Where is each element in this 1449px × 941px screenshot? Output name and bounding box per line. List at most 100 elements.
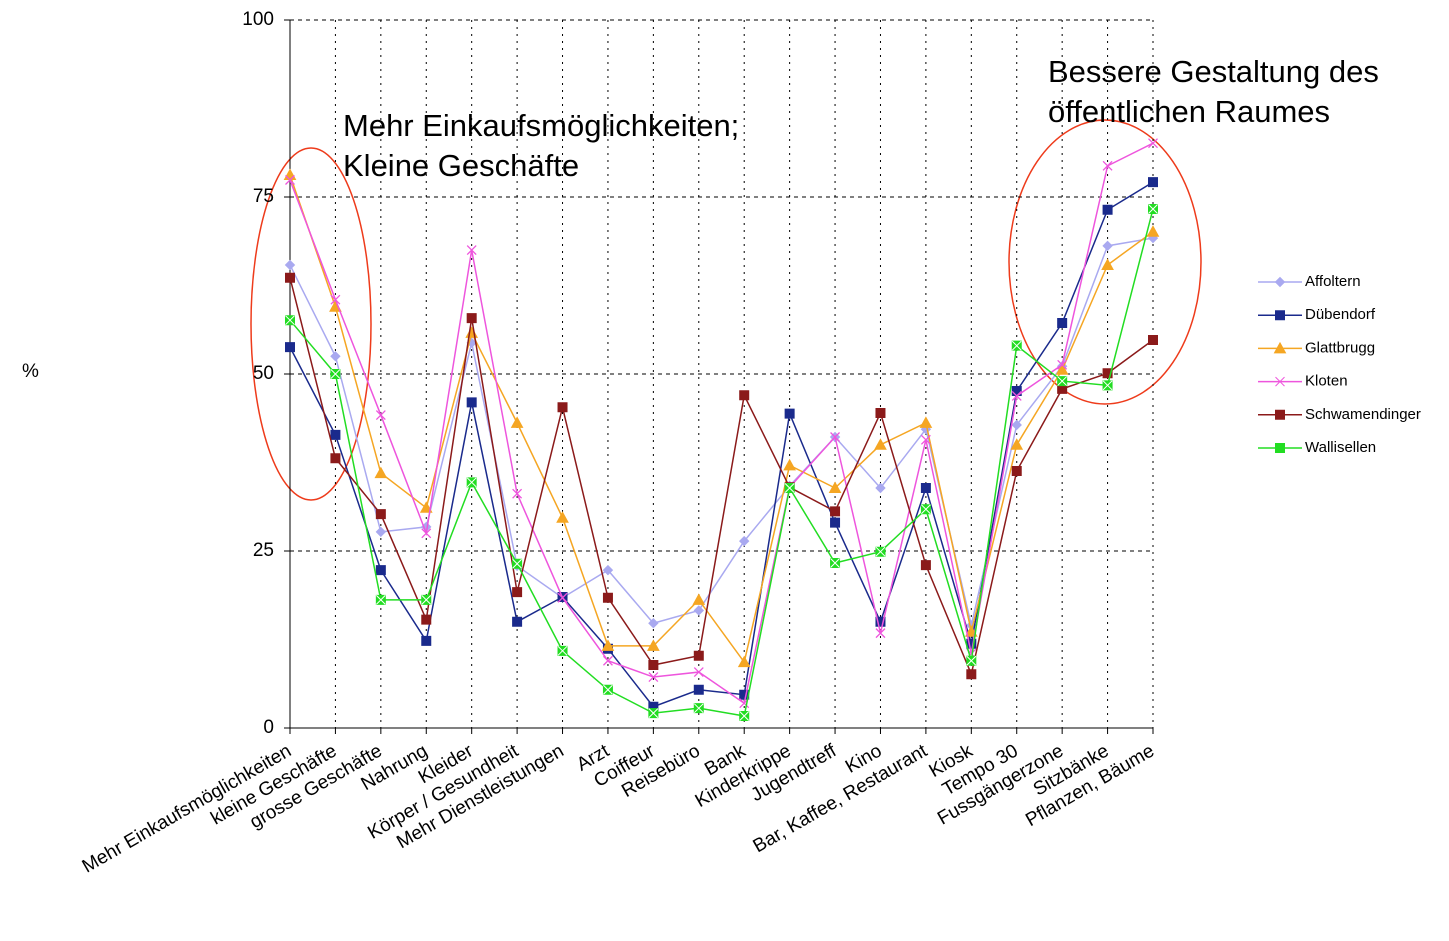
legend-label: Affoltern	[1305, 273, 1361, 290]
data-point-star	[466, 477, 477, 488]
data-point-star	[285, 315, 295, 326]
data-point-star	[739, 711, 750, 721]
legend-marker	[1275, 409, 1285, 420]
data-point-star	[966, 655, 977, 666]
data-point	[693, 650, 704, 661]
data-point	[830, 432, 841, 442]
data-point	[1010, 438, 1024, 450]
series-line	[289, 181, 1154, 708]
data-point-star	[421, 594, 432, 605]
data-point	[601, 639, 615, 651]
data-point	[421, 614, 432, 625]
annotation: Kleine Geschäfte	[343, 148, 579, 183]
highlight-ellipse	[1008, 119, 1202, 405]
data-point-star	[1148, 204, 1158, 214]
data-point	[1057, 359, 1068, 370]
data-point	[693, 684, 704, 695]
data-point	[330, 429, 341, 440]
data-point	[285, 175, 295, 185]
data-point	[557, 592, 568, 603]
data-point	[375, 410, 386, 421]
y-tick-label: 0	[263, 717, 274, 738]
data-point	[964, 625, 978, 637]
data-point	[783, 458, 796, 471]
data-point-star	[1011, 340, 1022, 351]
legend-label: Dübendorf	[1305, 306, 1376, 323]
series-line	[289, 237, 1154, 626]
data-point-star	[557, 645, 568, 656]
data-point-star	[330, 369, 341, 379]
data-point-star	[1057, 376, 1068, 386]
data-point	[556, 511, 569, 523]
data-point	[421, 528, 432, 539]
legend-marker	[1274, 276, 1286, 288]
legend-marker	[1273, 341, 1287, 354]
data-point	[421, 635, 432, 646]
data-point	[692, 593, 706, 605]
data-point	[557, 402, 568, 413]
data-point	[828, 481, 842, 493]
data-point	[330, 453, 341, 464]
data-point	[1148, 138, 1158, 149]
data-point	[1148, 177, 1158, 188]
data-point	[1101, 258, 1114, 270]
series-line	[289, 142, 1154, 705]
data-point	[330, 351, 341, 362]
y-tick-label: 25	[253, 540, 274, 561]
series-line	[289, 174, 1154, 664]
data-point	[283, 168, 297, 181]
data-point-star	[603, 684, 613, 695]
annotation: Mehr Einkaufsmöglichkeiten;	[343, 108, 739, 143]
data-point	[875, 628, 886, 639]
data-point	[512, 587, 523, 598]
data-point	[284, 259, 296, 271]
data-point	[648, 618, 659, 629]
data-point-star	[830, 558, 840, 568]
data-point	[465, 326, 479, 338]
annotation: öffentlichen Raumes	[1048, 94, 1330, 129]
data-point	[602, 564, 614, 576]
data-point	[784, 408, 795, 419]
data-point-star	[375, 594, 386, 605]
data-point	[1057, 318, 1068, 329]
data-point	[285, 272, 295, 283]
data-point	[375, 509, 386, 520]
data-point	[602, 592, 613, 603]
data-point	[919, 416, 933, 428]
data-point	[648, 672, 659, 682]
legend-label: Glattbrugg	[1305, 339, 1375, 356]
data-point	[920, 560, 931, 571]
data-point	[875, 407, 886, 418]
data-point-star	[512, 558, 522, 569]
data-point	[693, 605, 704, 616]
data-point	[739, 390, 750, 401]
data-point-star	[693, 703, 704, 714]
data-point	[920, 434, 931, 445]
data-point	[1011, 419, 1022, 431]
data-point	[648, 659, 659, 670]
data-point	[875, 482, 886, 494]
data-point	[737, 655, 751, 668]
data-point	[693, 667, 704, 678]
data-point-star	[921, 504, 931, 515]
series-line	[289, 208, 1154, 717]
data-point	[466, 397, 477, 408]
data-point	[510, 416, 524, 428]
data-point	[1102, 160, 1113, 171]
data-point	[330, 294, 341, 305]
data-point-star	[875, 546, 886, 557]
data-point	[466, 245, 477, 256]
data-point	[419, 501, 433, 513]
data-point	[830, 517, 841, 528]
data-point	[920, 482, 931, 493]
y-tick-label: 75	[253, 186, 274, 207]
y-axis-label: %	[22, 361, 39, 382]
data-point	[466, 313, 477, 324]
legend-label: Kloten	[1305, 373, 1348, 390]
data-point	[512, 616, 523, 627]
legend-marker	[1275, 310, 1285, 321]
data-point	[374, 466, 388, 479]
data-point-star	[1102, 380, 1113, 391]
legend-marker	[1275, 443, 1285, 453]
